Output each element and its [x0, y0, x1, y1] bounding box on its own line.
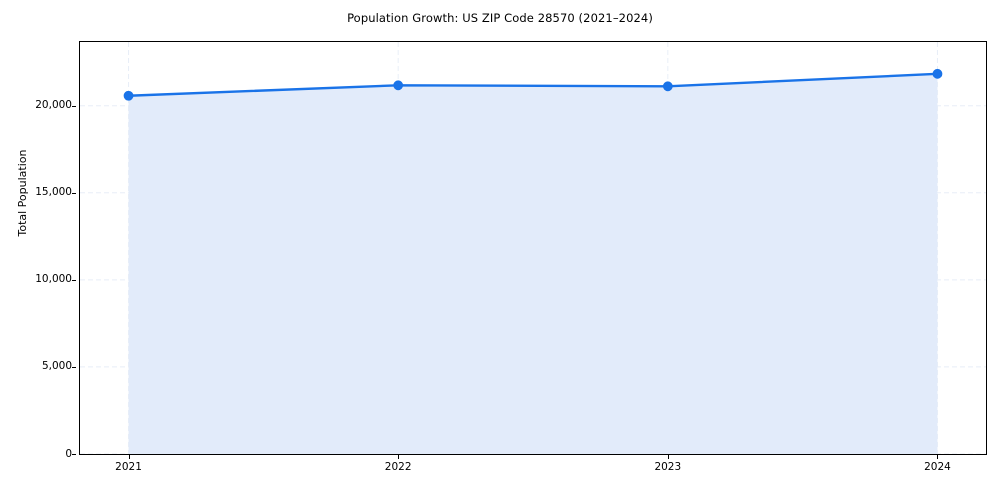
y-tick-mark [72, 279, 76, 281]
y-tick-label: 5,000 [41, 360, 72, 373]
x-tick-mark [937, 455, 939, 459]
x-tick-mark [398, 455, 400, 459]
series-markers [123, 68, 943, 101]
y-tick-mark [72, 192, 76, 194]
series-line-path [127, 72, 939, 97]
x-tick-mark [128, 455, 130, 459]
y-tick-label: 0 [65, 447, 72, 460]
y-tick-mark [72, 366, 76, 368]
y-tick-label: 10,000 [35, 273, 72, 286]
x-tick-label: 2021 [115, 461, 142, 473]
y-tick-label: 15,000 [35, 186, 72, 199]
y-tick-label: 20,000 [35, 99, 72, 112]
y-axis-ticks: 0 5,000 10,000 15,000 20,000 [0, 0, 76, 500]
y-tick-mark [72, 105, 76, 107]
x-tick-mark [667, 455, 669, 459]
plot-area [79, 41, 987, 455]
x-tick-label: 2023 [654, 461, 682, 473]
chart-title: Population Growth: US ZIP Code 28570 (20… [347, 11, 653, 25]
x-tick-label: 2022 [384, 461, 412, 473]
y-tick-mark [72, 454, 76, 455]
x-tick-label: 2024 [924, 461, 951, 473]
chart-plot-svg [80, 42, 986, 454]
area-fill-path [128, 73, 938, 454]
